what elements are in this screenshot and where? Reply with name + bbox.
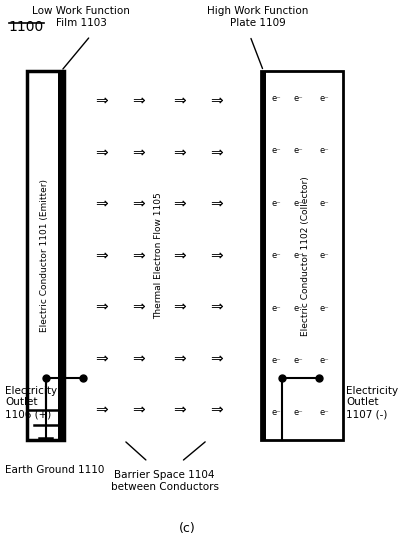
Text: e⁻: e⁻ [271, 409, 281, 417]
Text: ⇒: ⇒ [95, 403, 108, 418]
Text: e⁻: e⁻ [319, 146, 329, 155]
Text: ⇒: ⇒ [173, 351, 186, 366]
Text: e⁻: e⁻ [319, 251, 329, 260]
Text: ⇒: ⇒ [210, 196, 223, 212]
Text: ⇒: ⇒ [132, 300, 145, 315]
Text: e⁻: e⁻ [293, 94, 303, 103]
Text: e⁻: e⁻ [293, 409, 303, 417]
Text: ⇒: ⇒ [173, 145, 186, 160]
Text: ⇒: ⇒ [95, 300, 108, 315]
Text: e⁻: e⁻ [271, 356, 281, 365]
Text: e⁻: e⁻ [293, 251, 303, 260]
Text: e⁻: e⁻ [293, 146, 303, 155]
Text: ⇒: ⇒ [132, 351, 145, 366]
Text: ⇒: ⇒ [95, 351, 108, 366]
Text: ⇒: ⇒ [210, 145, 223, 160]
Text: ⇒: ⇒ [95, 94, 108, 108]
Text: Electric Conductor 1102 (Collector): Electric Conductor 1102 (Collector) [301, 176, 310, 336]
Text: e⁻: e⁻ [319, 304, 329, 312]
Text: Barrier Space 1104
between Conductors: Barrier Space 1104 between Conductors [111, 470, 219, 492]
Text: e⁻: e⁻ [319, 94, 329, 103]
Text: e⁻: e⁻ [271, 146, 281, 155]
Text: Electric Conductor 1101 (Emitter): Electric Conductor 1101 (Emitter) [40, 179, 48, 332]
Text: ⇒: ⇒ [95, 145, 108, 160]
Bar [58, 71, 65, 440]
Text: ⇒: ⇒ [210, 248, 223, 263]
Text: e⁻: e⁻ [271, 251, 281, 260]
Text: Electricity
Outlet
1106 (+): Electricity Outlet 1106 (+) [5, 386, 57, 419]
Text: ⇒: ⇒ [132, 145, 145, 160]
Text: ⇒: ⇒ [210, 351, 223, 366]
Text: e⁻: e⁻ [271, 199, 281, 208]
Text: e⁻: e⁻ [293, 304, 303, 312]
Text: ⇒: ⇒ [95, 196, 108, 212]
Text: ⇒: ⇒ [173, 196, 186, 212]
Text: Thermal Electron Flow 1105: Thermal Electron Flow 1105 [155, 192, 164, 319]
Text: ⇒: ⇒ [132, 94, 145, 108]
Text: e⁻: e⁻ [319, 356, 329, 365]
Text: ⇒: ⇒ [132, 196, 145, 212]
Text: ⇒: ⇒ [210, 403, 223, 418]
Text: ⇒: ⇒ [132, 403, 145, 418]
Text: ⇒: ⇒ [173, 403, 186, 418]
Text: e⁻: e⁻ [293, 356, 303, 365]
Text: ⇒: ⇒ [95, 248, 108, 263]
Text: e⁻: e⁻ [293, 199, 303, 208]
Text: e⁻: e⁻ [319, 409, 329, 417]
Text: Electricity
Outlet
1107 (-): Electricity Outlet 1107 (-) [347, 386, 399, 419]
Text: ⇒: ⇒ [173, 300, 186, 315]
Text: Earth Ground 1110: Earth Ground 1110 [5, 465, 105, 475]
Bar [261, 71, 343, 440]
Bar [27, 71, 65, 440]
Text: ⇒: ⇒ [173, 248, 186, 263]
Text: Low Work Function
Film 1103: Low Work Function Film 1103 [32, 6, 130, 28]
Bar [261, 71, 266, 440]
Text: 1100: 1100 [9, 20, 44, 34]
Text: ⇒: ⇒ [173, 94, 186, 108]
Text: e⁻: e⁻ [319, 199, 329, 208]
Text: ⇒: ⇒ [132, 248, 145, 263]
Text: (c): (c) [179, 522, 195, 535]
Text: ⇒: ⇒ [210, 300, 223, 315]
Text: ⇒: ⇒ [210, 94, 223, 108]
Text: e⁻: e⁻ [271, 94, 281, 103]
Text: High Work Function
Plate 1109: High Work Function Plate 1109 [207, 6, 308, 28]
Text: e⁻: e⁻ [271, 304, 281, 312]
